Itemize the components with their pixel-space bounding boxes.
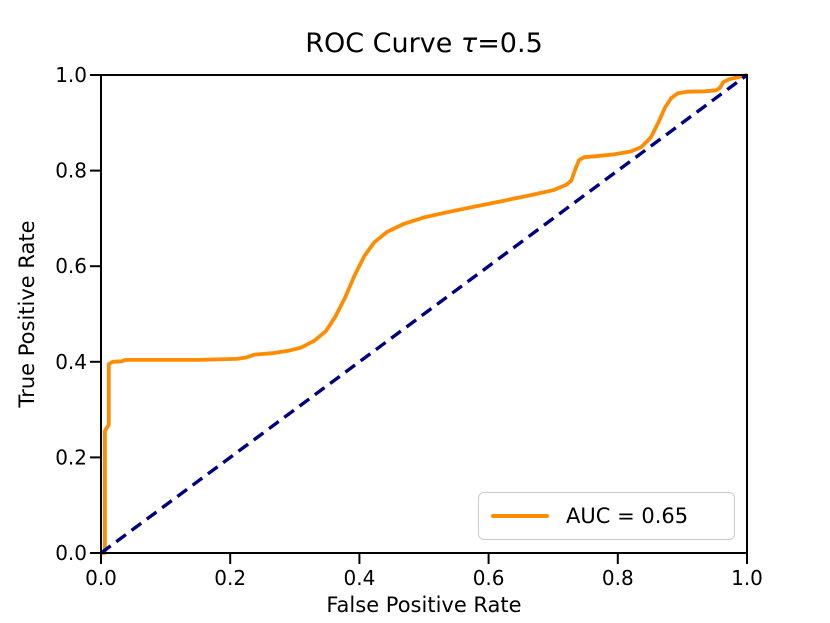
y-tick-label: 0.8 — [55, 159, 87, 183]
y-tick-label: 0.6 — [55, 254, 87, 278]
legend-label: AUC = 0.65 — [566, 504, 689, 528]
legend-line-sample — [491, 514, 549, 518]
x-tick-label: 1.0 — [731, 566, 763, 590]
y-tick-label: 0.2 — [55, 445, 87, 469]
y-tick-label: 0.4 — [55, 350, 87, 374]
y-tick-label: 0.0 — [55, 541, 87, 565]
x-tick-label: 0.4 — [343, 566, 375, 590]
roc-curve-line — [101, 73, 748, 555]
y-tick-label: 1.0 — [55, 63, 87, 87]
chart-title: ROC Curve τ=0.5 — [101, 26, 747, 62]
x-tick-label: 0.2 — [214, 566, 246, 590]
chart-title-prefix: ROC Curve — [305, 28, 461, 59]
chart-title-tau-symbol: τ — [460, 28, 478, 59]
chart-title-suffix: =0.5 — [477, 28, 543, 59]
axes-spines — [100, 74, 748, 554]
y-axis-label: True Positive Rate — [15, 220, 39, 408]
x-tick-label: 0.6 — [473, 566, 505, 590]
x-tick-label: 0.8 — [602, 566, 634, 590]
x-axis-label: False Positive Rate — [326, 593, 521, 617]
legend-box: AUC = 0.65 — [478, 492, 735, 540]
x-tick-label: 0.0 — [85, 566, 117, 590]
chance-diagonal-line — [99, 73, 749, 555]
